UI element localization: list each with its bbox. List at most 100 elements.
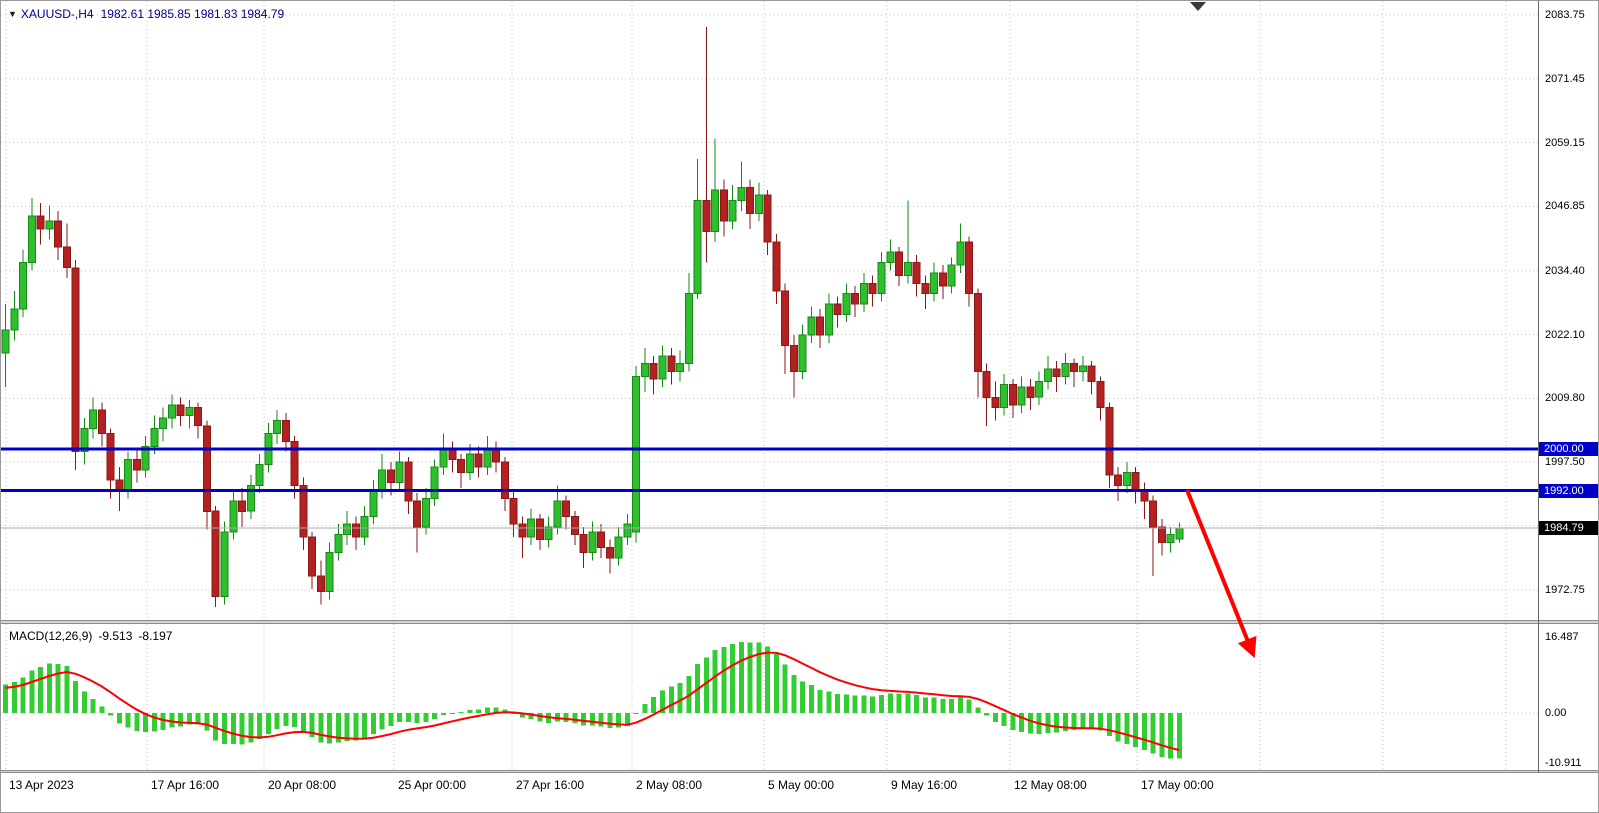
macd-histogram-bar [55,663,61,713]
macd-histogram-bar [1019,713,1025,732]
macd-histogram-bar [975,707,981,713]
candle-body [500,461,509,499]
macd-histogram-bar [984,713,990,716]
support-line-1992[interactable] [1,489,1538,492]
candle-body [246,484,255,512]
macd-value: -9.513 [98,629,133,643]
time-axis-label: 5 May 00:00 [768,778,835,792]
candle-body [185,407,194,416]
candle-body [422,497,430,528]
candle-body [89,409,98,429]
macd-histogram-bar [160,713,166,730]
pane-separator[interactable] [1,620,1598,624]
resistance-line-2000[interactable] [1,447,1538,451]
macd-histogram-bar [108,713,114,716]
candle-body [702,199,711,232]
macd-histogram-bar [1089,713,1095,729]
candle-body [430,466,439,499]
macd-histogram-bar [931,697,937,713]
macd-histogram-bar [686,675,692,713]
candle-body [649,363,658,380]
macd-histogram-bar [81,691,87,713]
macd-histogram-bar [143,713,149,733]
price-axis-label: 2059.15 [1545,137,1585,149]
candle-body [973,293,982,372]
macd-histogram-bar [134,713,140,732]
candle-body [1079,365,1087,372]
macd-histogram-bar [756,642,762,713]
candle-body [930,272,939,295]
candle-body [518,523,527,538]
macd-histogram-bar [187,713,192,725]
time-axis-label: 12 May 08:00 [1014,778,1087,792]
candle-body [115,479,124,492]
candle-body [851,293,860,305]
macd-indicator-canvas[interactable] [1,624,1538,770]
macd-histogram-bar [178,713,184,727]
macd-histogram-bar [773,654,779,713]
candle-body [579,534,588,554]
candle-body [553,500,562,528]
macd-histogram-bar [99,706,105,713]
chart-title: ▼ XAUUSD-,H4 1982.61 1985.85 1981.83 1984.… [8,7,284,21]
macd-histogram-bar [852,695,858,713]
macd-histogram-bar [1106,713,1112,737]
candle-body [1175,527,1184,540]
candle-body [220,531,229,598]
macd-histogram-bar [432,713,438,719]
macd-histogram-bar [292,713,298,727]
candle-body [623,523,632,538]
macd-histogram-bar [318,713,324,743]
candle-body [667,355,676,372]
candle-body [334,534,343,554]
candle-body [141,446,150,471]
candle-body [965,241,974,295]
candle-body [509,497,518,525]
time-axis-label: 13 Apr 2023 [9,778,74,792]
macd-histogram-bar [493,707,499,713]
macd-histogram-bar [335,713,341,743]
candle-body [1026,386,1035,398]
macd-histogram-bar [791,675,797,713]
candle-body [912,262,921,284]
macd-histogram-bar [572,713,578,724]
macd-histogram-bar [765,646,771,713]
candle-body [1166,534,1175,543]
candle-body [1140,490,1149,502]
macd-histogram-bar [46,663,52,713]
candle-body [1096,381,1105,409]
macd-histogram-bar [151,713,157,732]
macd-histogram-bar [248,713,254,743]
macd-histogram-bar [1063,713,1068,731]
time-axis-label: 20 Apr 08:00 [268,778,337,792]
candle-body [1008,383,1017,406]
candle-body [1087,365,1096,383]
macd-histogram-bar [257,713,262,740]
current-price-badge: 1984.79 [1539,521,1598,535]
macd-histogram-bar [1159,713,1165,757]
time-axis-label: 17 Apr 16:00 [151,778,220,792]
macd-histogram-bar [1141,713,1147,750]
price-chart-canvas[interactable] [1,1,1538,620]
candle-body [956,241,965,266]
pane-separator-bottom[interactable] [1,770,1598,773]
macd-histogram-bar [922,697,928,713]
candle-body [632,376,641,533]
macd-histogram-bar [353,713,359,741]
candle-body [772,241,781,292]
candle-body [570,515,579,536]
candle-body [474,453,483,468]
candle-body [597,531,606,548]
candle-body [1052,368,1061,378]
candle-body [124,458,133,491]
macd-histogram-bar [1133,713,1138,748]
macd-histogram-bar [870,696,876,713]
candle-body [308,536,317,577]
chart-ohlc-readout: 1982.61 1985.85 1981.83 1984.79 [100,7,285,21]
macd-histogram-bar [887,693,893,713]
candle-body [1000,383,1009,409]
chart-menu-icon: ▼ [8,9,17,19]
candle-body [746,187,755,214]
candle-body [886,251,895,264]
